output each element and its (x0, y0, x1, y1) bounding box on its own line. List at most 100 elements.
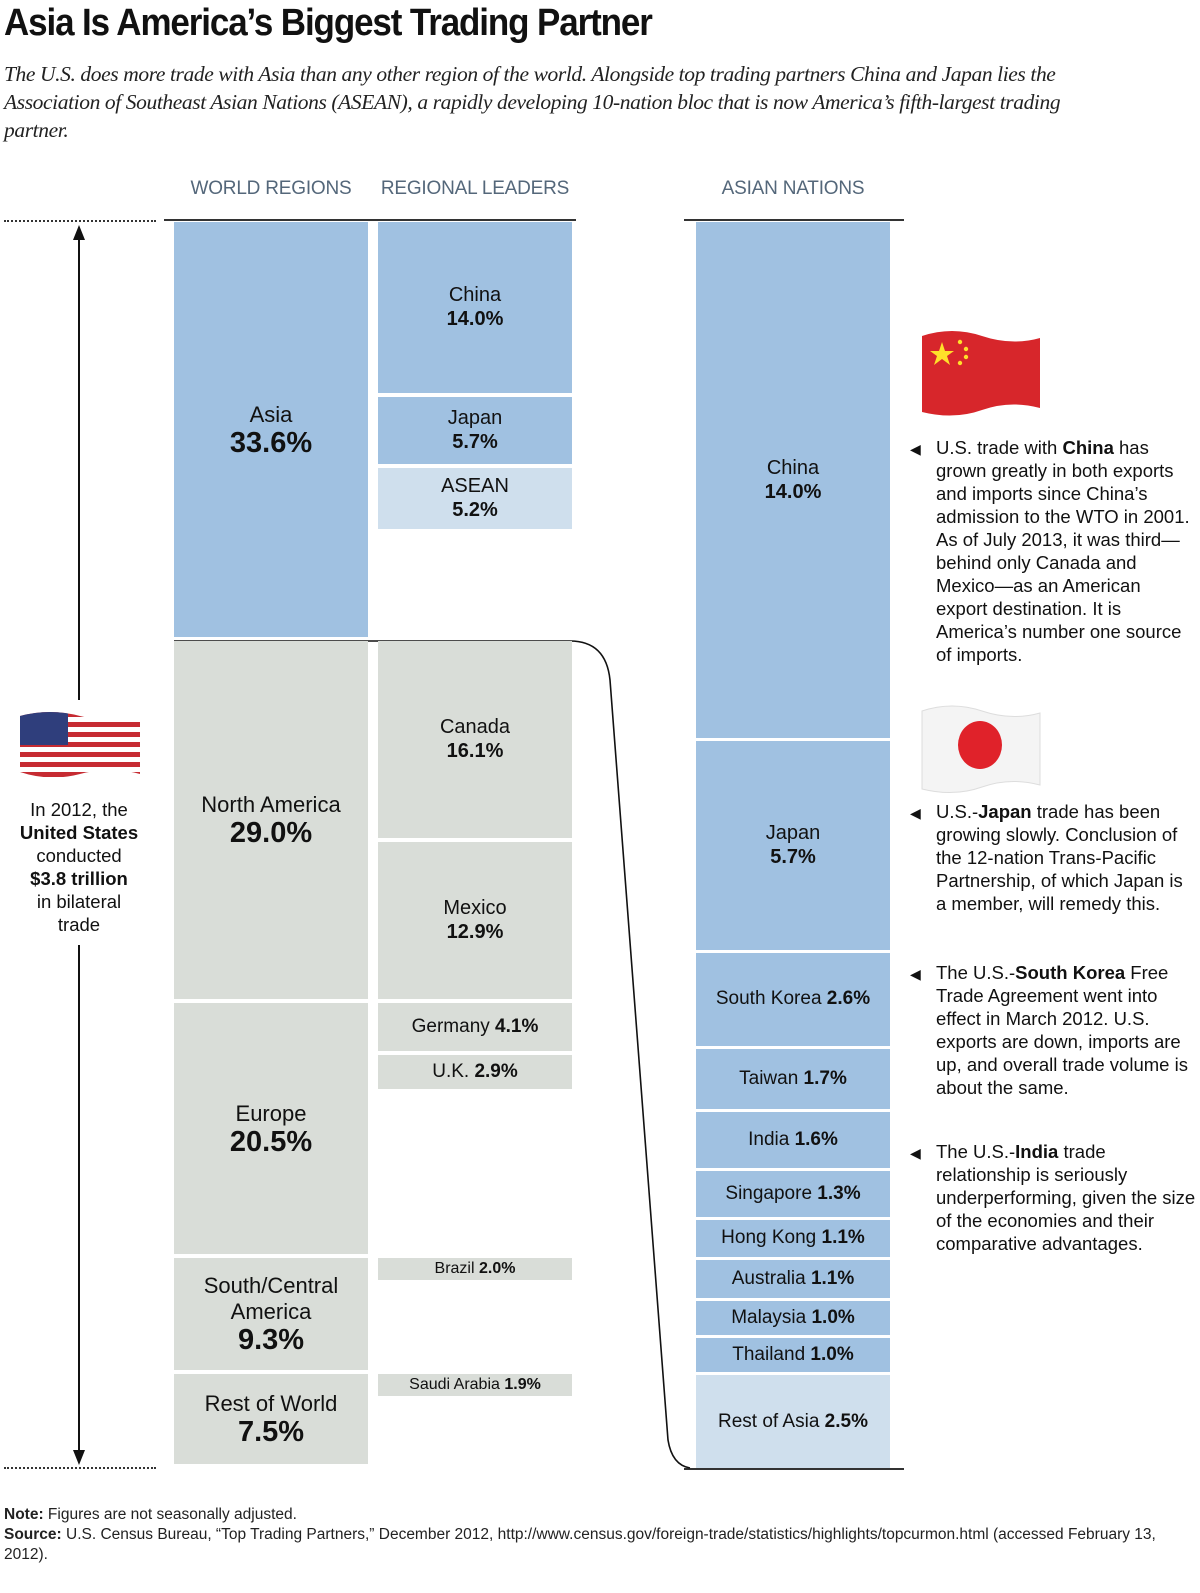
us-summary-line: In 2012, the (30, 799, 128, 820)
nation-inline-label: Singapore 1.3% (725, 1183, 860, 1205)
leader-label: Canada (439, 716, 511, 739)
nation-value: 2.6% (826, 988, 871, 1010)
note-text: Figures are not seasonally adjusted. (43, 1506, 297, 1523)
us-summary-line: conducted (36, 845, 122, 866)
leader-value: 14.0% (446, 308, 504, 331)
leader-bar-mexico: Mexico 12.9% (378, 841, 572, 999)
nation-value: 1.1% (810, 1268, 855, 1290)
nation-bar-china: China 14.0% (696, 222, 890, 739)
top-dotted-rule (4, 220, 156, 222)
leader-bar-germany: Germany 4.1% (378, 1002, 572, 1051)
nation-inline-label: Rest of Asia 2.5% (718, 1411, 868, 1433)
pointer-left-icon: ◀ (910, 805, 921, 821)
nation-bar-japan: Japan 5.7% (696, 741, 890, 950)
us-summary-amount: $3.8 trillion (30, 868, 128, 889)
region-value: 20.5% (229, 1125, 313, 1158)
nation-label: China (766, 457, 820, 480)
leader-value: 2.0% (478, 1260, 516, 1278)
nation-bar-malaysia: Malaysia 1.0% (696, 1301, 890, 1336)
header-world-regions: WORLD REGIONS (190, 178, 352, 199)
leader-inline-label: U.K. 2.9% (432, 1061, 518, 1083)
leader-value: 4.1% (495, 1015, 539, 1037)
leader-inline-label: Saudi Arabia 1.9% (409, 1376, 541, 1394)
header-regional-leaders: REGIONAL LEADERS (380, 178, 570, 199)
footer: Note: Figures are not seasonally adjuste… (4, 1505, 1184, 1565)
nation-inline-label: Hong Kong 1.1% (721, 1227, 865, 1249)
nation-value: 2.5% (824, 1410, 868, 1432)
region-bar-europe: Europe 20.5% (174, 1002, 368, 1255)
nation-inline-label: Malaysia 1.0% (731, 1307, 855, 1329)
nation-label: Malaysia (731, 1307, 812, 1329)
note-text: trade has been growing slowly. Conclusio… (936, 801, 1183, 914)
region-label: America (230, 1299, 312, 1325)
nation-value: 1.0% (810, 1344, 854, 1366)
note-text: The U.S.- (936, 1141, 1016, 1162)
us-summary-line: trade (57, 914, 101, 935)
source-text: U.S. Census Bureau, “Top Trading Partner… (4, 1526, 1156, 1563)
asia-expansion-bracket (174, 640, 691, 1469)
note-text: U.S. trade with (936, 437, 1063, 458)
source-label: Source: (4, 1526, 62, 1543)
nation-inline-label: Thailand 1.0% (732, 1344, 853, 1366)
note-text: has grown greatly in both exports and im… (936, 437, 1190, 665)
leader-label: Germany (411, 1015, 496, 1037)
us-summary-line: in bilateral (36, 891, 122, 912)
us-summary-country: United States (19, 822, 139, 843)
pointer-left-icon: ◀ (910, 441, 921, 457)
leader-label: Mexico (443, 897, 507, 920)
region-bar-rest-of-world: Rest of World 7.5% (174, 1374, 368, 1464)
subtitle: The U.S. does more trade with Asia than … (4, 62, 1061, 142)
leader-bar-u-k: U.K. 2.9% (378, 1054, 572, 1089)
note-china: ◀ U.S. trade with China has grown greatl… (910, 436, 1196, 666)
nation-value: 1.0% (811, 1307, 855, 1329)
note-bold: Japan (978, 801, 1032, 822)
leader-value: 16.1% (446, 740, 504, 763)
region-value: 29.0% (229, 816, 313, 849)
leader-bar-canada: Canada 16.1% (378, 641, 572, 838)
nation-value: 1.7% (803, 1067, 847, 1089)
leader-value: 12.9% (446, 921, 504, 944)
pointer-left-icon: ◀ (910, 966, 921, 982)
leader-label: Saudi Arabia (409, 1376, 505, 1394)
nation-bar-thailand: Thailand 1.0% (696, 1338, 890, 1373)
region-label: Asia (249, 401, 293, 427)
note-text: Free Trade Agreement went into effect in… (936, 962, 1188, 1098)
bottom-dotted-rule (4, 1467, 156, 1469)
nation-label: Japan (765, 822, 821, 845)
region-label: North America (201, 791, 341, 817)
nation-value: 14.0% (764, 481, 822, 504)
note-bold: South Korea (1015, 962, 1126, 983)
nation-label: South Korea (715, 988, 827, 1010)
nation-bar-australia: Australia 1.1% (696, 1260, 890, 1299)
note-text: The U.S.- (936, 962, 1016, 983)
us-summary: In 2012, the United States conducted $3.… (0, 798, 158, 936)
leader-inline-label: Germany 4.1% (412, 1016, 539, 1038)
nation-inline-label: Taiwan 1.7% (739, 1068, 847, 1090)
nation-value: 1.6% (794, 1129, 838, 1151)
nation-bar-south-korea: South Korea 2.6% (696, 952, 890, 1046)
nation-bar-rest-of-asia: Rest of Asia 2.5% (696, 1375, 890, 1468)
nation-value: 1.1% (821, 1227, 865, 1249)
note-india: ◀ The U.S.-India trade relationship is s… (910, 1140, 1196, 1255)
region-bar-south-central-america: South/Central America 9.3% (174, 1258, 368, 1371)
leader-value: 5.7% (452, 431, 498, 454)
nation-inline-label: South Korea 2.6% (716, 988, 870, 1010)
note-label: Note: (4, 1506, 44, 1523)
note-south-korea: ◀ The U.S.-South Korea Free Trade Agreem… (910, 961, 1196, 1099)
note-text: U.S.- (936, 801, 979, 822)
region-label: South/Central (203, 1273, 339, 1299)
region-value: 7.5% (237, 1416, 305, 1449)
region-value: 9.3% (237, 1324, 305, 1357)
nation-label: Australia (731, 1268, 811, 1290)
nation-bar-india: India 1.6% (696, 1112, 890, 1169)
note-bold: China (1062, 437, 1114, 458)
nation-label: Thailand (732, 1344, 811, 1366)
leader-bar-china: China 14.0% (378, 222, 572, 393)
nation-bar-singapore: Singapore 1.3% (696, 1171, 890, 1217)
arrow-up-icon (73, 225, 85, 240)
nation-inline-label: Australia 1.1% (732, 1268, 855, 1290)
nation-inline-label: India 1.6% (748, 1129, 838, 1151)
nation-bar-hong-kong: Hong Kong 1.1% (696, 1219, 890, 1258)
leader-bar-japan: Japan 5.7% (378, 396, 572, 464)
